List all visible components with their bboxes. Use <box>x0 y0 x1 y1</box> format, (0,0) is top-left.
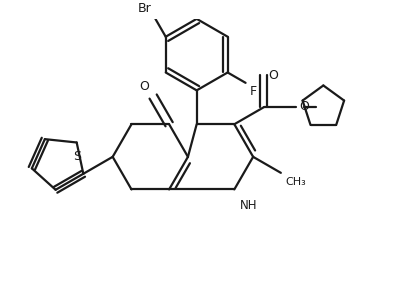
Text: F: F <box>249 85 256 98</box>
Text: Br: Br <box>138 2 151 15</box>
Text: NH: NH <box>239 199 257 212</box>
Text: CH₃: CH₃ <box>285 177 305 187</box>
Text: O: O <box>298 100 309 113</box>
Text: S: S <box>72 150 81 163</box>
Text: O: O <box>139 80 149 93</box>
Text: O: O <box>268 69 277 82</box>
